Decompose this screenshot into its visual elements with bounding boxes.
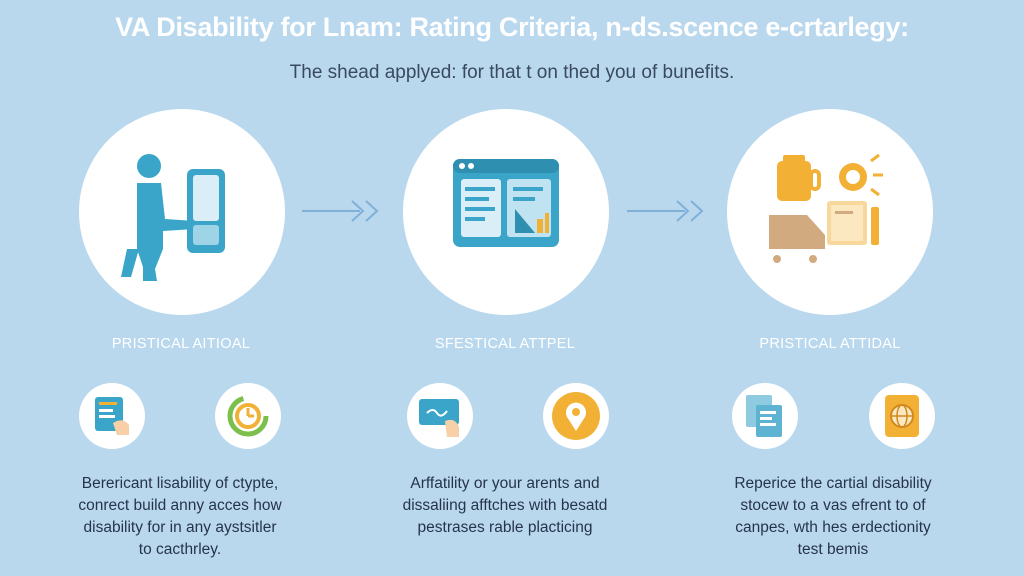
step-1-label: PRISTICAL AITIOAL <box>111 336 251 352</box>
description-line: canpes, wth hes erdectionity <box>735 519 931 536</box>
description-line: conrect build anny acces how <box>78 497 282 514</box>
arrow-right-icon <box>302 200 379 222</box>
step-2-circle <box>403 109 609 315</box>
browser-window-icon <box>453 159 559 247</box>
arrow-right-icon <box>627 200 704 222</box>
globe-card-circle <box>869 383 935 449</box>
description-line: to cacthrley. <box>138 541 222 558</box>
refresh-clock-circle <box>215 383 281 449</box>
document-hand-circle <box>79 383 145 449</box>
step-3-description: Reperice the cartial disability stocew t… <box>673 473 993 561</box>
step-3-circle <box>727 109 933 315</box>
step-1-description: Berericant lisability of ctypte, conrect… <box>20 473 340 561</box>
page-title: VA Disability for Lnam: Rating Criteria,… <box>115 12 909 42</box>
description-line: Arffatility or your arents and <box>410 475 600 492</box>
benefits-items-icon <box>769 153 883 263</box>
description-line: Reperice the cartial disability <box>734 475 932 492</box>
refresh-clock-icon <box>227 395 269 437</box>
step-2-label: SFESTICAL ATTPEL <box>434 336 576 352</box>
step-1-circle <box>79 109 285 315</box>
person-phone-icon <box>121 154 225 281</box>
description-line: pestrases rable placticing <box>417 519 593 536</box>
location-pin-icon <box>552 392 600 440</box>
step-3-label: PRISTICAL ATTIDAL <box>759 336 901 352</box>
globe-card-icon <box>885 395 919 437</box>
location-pin-circle <box>543 383 609 449</box>
document-hand-icon <box>95 397 129 435</box>
description-line: dissaliing afftches with besatd <box>402 497 608 514</box>
documents-circle <box>732 383 798 449</box>
documents-icon <box>746 395 782 437</box>
step-2-description: Arffatility or your arents and dissaliin… <box>345 473 665 539</box>
description-line: stocew to a vas efrent to of <box>740 497 926 514</box>
description-line: test bemis <box>797 541 869 558</box>
description-line: disability for in any aystsitler <box>83 519 277 536</box>
description-line: Berericant lisability of ctypte, <box>81 475 279 492</box>
card-hand-icon <box>419 399 459 437</box>
card-hand-circle <box>407 383 473 449</box>
page-subtitle: The shead applyed: for that t on thed yo… <box>289 62 735 83</box>
